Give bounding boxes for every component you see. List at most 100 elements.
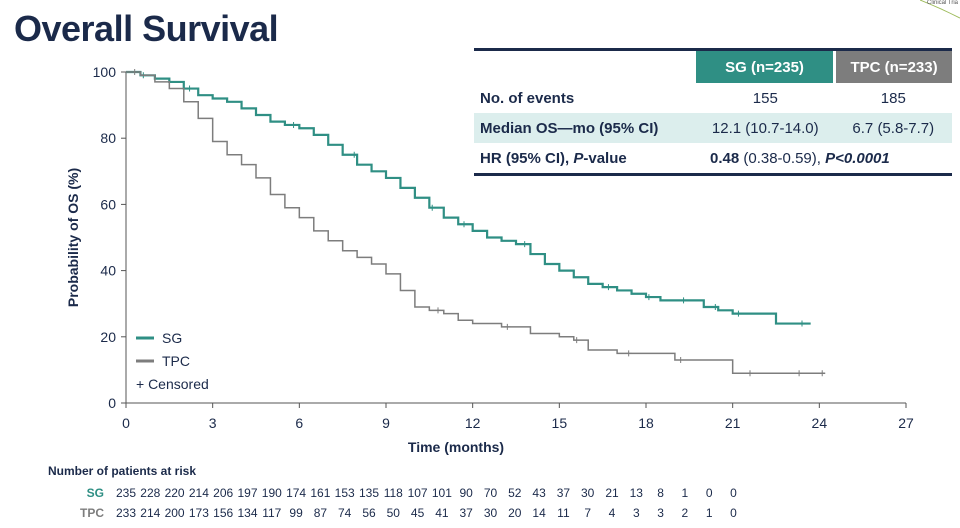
risk-count: 3 xyxy=(632,506,640,520)
y-tick-label: 80 xyxy=(100,130,116,146)
censor-mark xyxy=(799,320,805,327)
censor-mark xyxy=(605,284,612,291)
censor-mark xyxy=(796,370,803,377)
stats-row-events: No. of events 155 185 xyxy=(474,83,952,113)
censor-mark xyxy=(290,121,297,128)
x-tick-label: 0 xyxy=(122,415,130,431)
x-tick-label: 3 xyxy=(209,415,217,431)
censor-mark xyxy=(747,370,753,377)
legend-censored: + Censored xyxy=(136,376,209,392)
risk-count: 2 xyxy=(681,506,689,520)
risk-count: 233 xyxy=(115,506,137,520)
risk-count: 13 xyxy=(629,486,643,500)
risk-count: 134 xyxy=(237,506,258,520)
series-line-tpc xyxy=(126,71,826,374)
risk-count: 50 xyxy=(386,506,400,520)
censor-mark xyxy=(461,221,467,228)
legend-label-sg: SG xyxy=(162,330,182,346)
risk-count: 45 xyxy=(410,506,425,520)
hr-p: P<0.0001 xyxy=(825,149,890,167)
censor-mark xyxy=(677,356,684,363)
risk-count: 90 xyxy=(459,486,473,500)
risk-count: 7 xyxy=(584,506,592,520)
censor-mark xyxy=(504,323,511,330)
y-tick-label: 0 xyxy=(108,395,116,411)
risk-count: 156 xyxy=(213,506,234,520)
y-axis-label: Probability of OS (%) xyxy=(65,168,81,307)
stats-row-median: Median OS—mo (95% CI) 12.1 (10.7-14.0) 6… xyxy=(474,113,952,143)
row-label: No. of events xyxy=(480,89,575,107)
risk-count: 153 xyxy=(334,486,355,500)
risk-label-sg: SG xyxy=(86,486,104,500)
risk-count: 117 xyxy=(262,506,282,520)
tpc-value: 6.7 (5.8-7.7) xyxy=(834,113,952,143)
risk-count: 0 xyxy=(705,486,713,500)
y-tick-label: 60 xyxy=(100,196,116,212)
censor-mark xyxy=(521,241,528,248)
x-tick-label: 9 xyxy=(382,415,390,431)
censor-mark xyxy=(680,297,687,304)
censor-mark xyxy=(429,204,436,211)
censor-mark xyxy=(625,350,632,357)
legend-label-tpc: TPC xyxy=(162,353,190,369)
hr-label-italic: P xyxy=(573,149,584,167)
censor-mark xyxy=(645,294,652,301)
risk-count: 118 xyxy=(383,486,403,500)
slide-title: Overall Survival xyxy=(14,8,279,49)
x-tick-label: 6 xyxy=(295,415,303,431)
risk-count: 228 xyxy=(140,486,161,500)
hr-label-tail: -value xyxy=(583,149,627,167)
risk-count: 174 xyxy=(286,486,307,500)
y-tick-label: 40 xyxy=(100,263,116,279)
risk-count: 107 xyxy=(407,486,428,500)
risk-count: 30 xyxy=(581,486,595,500)
risk-count: 52 xyxy=(508,486,522,500)
risk-count: 0 xyxy=(730,486,737,500)
risk-count: 37 xyxy=(556,486,571,500)
risk-count: 1 xyxy=(705,506,713,520)
risk-title: Number of patients at risk xyxy=(48,464,197,478)
hr-value-bold: 0.48 xyxy=(710,149,740,167)
risk-count: 214 xyxy=(140,506,161,520)
risk-count: 41 xyxy=(435,506,449,520)
risk-count: 56 xyxy=(362,506,376,520)
stats-table: SG (n=235) TPC (n=233) No. of events 155… xyxy=(474,48,952,176)
x-tick-label: 21 xyxy=(725,415,741,431)
censor-mark xyxy=(573,337,580,344)
censor-mark xyxy=(735,310,742,317)
risk-count: 11 xyxy=(557,506,570,520)
x-axis-label: Time (months) xyxy=(408,439,504,455)
row-label: HR (95% CI), P-value xyxy=(474,143,696,173)
risk-count: 161 xyxy=(310,486,331,500)
censor-mark xyxy=(351,151,358,158)
censor-mark xyxy=(186,85,193,92)
hr-label: HR (95% CI), xyxy=(480,149,570,167)
risk-count: 70 xyxy=(483,486,498,500)
risk-count: 206 xyxy=(213,486,234,500)
risk-count: 87 xyxy=(313,506,328,520)
hr-ci: (0.38-0.59), xyxy=(739,149,826,167)
x-tick-label: 24 xyxy=(812,415,828,431)
y-tick-label: 20 xyxy=(100,329,116,345)
x-tick-label: 12 xyxy=(465,415,481,431)
risk-count: 0 xyxy=(730,506,737,520)
risk-count: 99 xyxy=(289,506,303,520)
risk-count: 74 xyxy=(338,506,352,520)
risk-count: 20 xyxy=(508,506,522,520)
risk-count: 214 xyxy=(188,486,209,500)
risk-count: 1 xyxy=(681,486,689,500)
sg-value: 155 xyxy=(752,89,778,107)
risk-count: 21 xyxy=(605,486,619,500)
stats-header-row: SG (n=235) TPC (n=233) xyxy=(474,51,952,83)
risk-count: 8 xyxy=(657,486,664,500)
sg-value: 12.1 (10.7-14.0) xyxy=(696,113,835,143)
col-sg-header: SG (n=235) xyxy=(696,51,835,83)
risk-count: 3 xyxy=(657,506,664,520)
censor-mark xyxy=(435,307,441,314)
tpc-value: 185 xyxy=(880,89,906,107)
risk-label-tpc: TPC xyxy=(80,506,104,520)
risk-count: 4 xyxy=(608,506,616,520)
censor-mark xyxy=(712,304,719,311)
stats-row-hr: HR (95% CI), P-value 0.48 (0.38-0.59), P… xyxy=(474,143,952,173)
